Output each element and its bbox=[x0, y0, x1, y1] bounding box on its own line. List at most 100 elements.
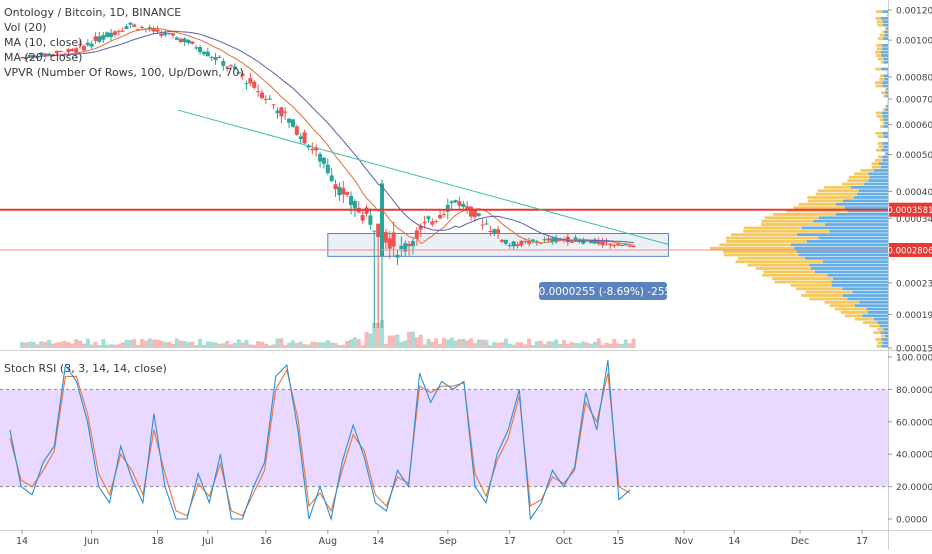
vpvr-up-bar bbox=[862, 314, 888, 317]
volume-bar bbox=[357, 339, 361, 348]
candle-body bbox=[368, 215, 372, 224]
vpvr-up-bar bbox=[845, 206, 888, 209]
vpvr-up-bar bbox=[884, 34, 888, 37]
candle-body bbox=[299, 136, 303, 139]
vpvr-down-bar bbox=[723, 250, 796, 253]
vpvr-up-bar bbox=[884, 78, 888, 81]
volume-bar bbox=[132, 339, 136, 348]
volume-bar bbox=[624, 339, 628, 348]
vpvr-up-bar bbox=[881, 338, 888, 341]
volume-bar bbox=[105, 345, 109, 348]
vpvr-down-bar bbox=[877, 47, 882, 50]
indicator-ma20[interactable]: MA (20, close) bbox=[4, 50, 244, 65]
volume-bar bbox=[202, 345, 206, 348]
candle-body bbox=[322, 158, 326, 164]
volume-bar bbox=[217, 344, 221, 348]
candle-body bbox=[543, 239, 547, 240]
vpvr-up-bar bbox=[819, 237, 888, 240]
volume-bar bbox=[353, 337, 357, 348]
vpvr-down-bar bbox=[887, 14, 888, 17]
volume-bar bbox=[121, 342, 125, 348]
candle-body bbox=[632, 246, 636, 247]
vpvr-up-bar bbox=[869, 172, 888, 175]
time-tick-label: Aug bbox=[319, 536, 338, 547]
candle-body bbox=[620, 245, 624, 246]
volume-bar bbox=[117, 344, 121, 348]
time-tick-label: Oct bbox=[556, 536, 573, 547]
volume-bar bbox=[47, 340, 51, 348]
vpvr-down-bar bbox=[816, 193, 857, 196]
volume-bar bbox=[155, 339, 159, 348]
candle-body bbox=[380, 183, 384, 256]
vpvr-down-bar bbox=[765, 216, 819, 219]
vpvr-down-bar bbox=[877, 115, 883, 118]
volume-bar bbox=[581, 341, 585, 348]
volume-bar bbox=[59, 342, 63, 348]
volume-bar bbox=[248, 345, 252, 348]
volume-bar bbox=[411, 331, 415, 348]
vpvr-down-bar bbox=[878, 142, 883, 145]
volume-bar bbox=[206, 341, 210, 348]
vpvr-down-bar bbox=[726, 237, 819, 240]
volume-bar bbox=[256, 341, 260, 348]
volume-bar bbox=[562, 340, 566, 348]
volume-bar bbox=[186, 342, 190, 348]
vpvr-up-bar bbox=[882, 156, 888, 159]
price-tick-label: 0.0012000 bbox=[896, 7, 932, 17]
time-tick-label: 16 bbox=[260, 536, 272, 547]
volume-bar bbox=[51, 344, 55, 348]
vpvr-down-bar bbox=[762, 274, 827, 277]
indicator-vpvr[interactable]: VPVR (Number Of Rows, 100, Up/Down, 70) bbox=[4, 65, 244, 80]
volume-bar bbox=[485, 340, 489, 348]
volume-bar bbox=[554, 339, 558, 348]
candle-body bbox=[446, 205, 450, 212]
volume-bar bbox=[171, 344, 175, 348]
volume-bar bbox=[306, 344, 310, 348]
indicator-vol[interactable]: Vol (20) bbox=[4, 20, 244, 35]
candle-body bbox=[477, 213, 481, 216]
volume-bar bbox=[136, 345, 140, 348]
volume-bar bbox=[361, 345, 365, 348]
indicator-ma10[interactable]: MA (10, close) bbox=[4, 35, 244, 50]
svg-text:0.0003581: 0.0003581 bbox=[888, 206, 932, 216]
volume-bar bbox=[442, 338, 446, 348]
volume-bar bbox=[241, 343, 245, 348]
candle-body bbox=[570, 242, 574, 243]
vpvr-down-bar bbox=[876, 44, 882, 47]
volume-bar bbox=[63, 341, 67, 348]
volume-bar bbox=[500, 342, 504, 348]
volume-bar bbox=[225, 341, 229, 348]
vpvr-up-bar bbox=[883, 85, 888, 88]
candle-body bbox=[434, 221, 438, 222]
volume-bar bbox=[245, 340, 249, 348]
candle-body bbox=[349, 196, 353, 205]
vpvr-up-bar bbox=[882, 132, 888, 135]
indicator-stoch-rsi[interactable]: Stoch RSI (3, 3, 14, 14, close) bbox=[4, 361, 167, 376]
time-tick-label: Sep bbox=[439, 536, 457, 547]
vpvr-up-bar bbox=[883, 20, 888, 23]
volume-bar bbox=[74, 339, 78, 348]
volume-bar bbox=[523, 345, 527, 348]
volume-bar bbox=[140, 339, 144, 348]
vpvr-up-bar bbox=[881, 166, 888, 169]
candle-body bbox=[454, 200, 458, 202]
vpvr-down-bar bbox=[885, 105, 886, 108]
time-tick-label: Jul bbox=[201, 536, 213, 547]
candle-body bbox=[361, 215, 365, 221]
vpvr-up-bar bbox=[855, 304, 888, 307]
price-tick-label: 0.0001900 bbox=[896, 311, 932, 321]
volume-bar bbox=[55, 342, 59, 348]
volume-bar bbox=[632, 339, 636, 348]
volume-bar bbox=[283, 345, 287, 348]
volume-bar bbox=[368, 333, 372, 348]
vpvr-up-bar bbox=[874, 318, 888, 321]
candle-body bbox=[252, 82, 256, 88]
volume-bar bbox=[303, 344, 307, 348]
volume-bar bbox=[550, 341, 554, 348]
candle-body bbox=[450, 201, 454, 203]
volume-bar bbox=[24, 342, 28, 348]
price-tick-label: 0.0010000 bbox=[896, 37, 932, 47]
vpvr-up-bar bbox=[836, 203, 888, 206]
volume-bar bbox=[616, 343, 620, 348]
